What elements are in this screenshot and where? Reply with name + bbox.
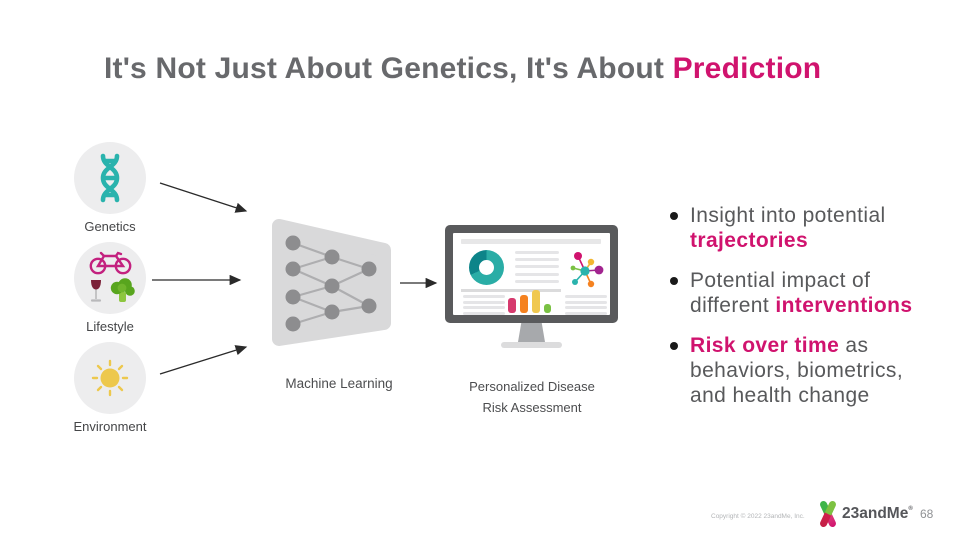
lifestyle-icon — [89, 251, 135, 302]
machine-learning-label: Machine Learning — [285, 376, 393, 391]
risk-assessment-label: Personalized Disease Risk Assessment — [469, 379, 595, 415]
screen-header-bar — [461, 239, 601, 244]
donut-chart — [469, 250, 504, 285]
bicycle-icon — [89, 251, 132, 275]
bullet-dot — [670, 342, 678, 350]
sun-icon — [91, 359, 129, 397]
screen-text-lines — [515, 251, 559, 287]
monitor-base — [501, 342, 562, 348]
lifestyle-circle — [74, 242, 146, 314]
bullet-dot — [670, 212, 678, 220]
environment-label: Environment — [73, 419, 147, 434]
copyright-text: Copyright © 2022 23andMe, Inc. — [711, 513, 805, 520]
bullet-dot — [670, 277, 678, 285]
title-prefix: It's Not Just About Genetics, It's About — [104, 52, 673, 85]
input-genetics: Genetics — [50, 142, 170, 234]
neural-network-icon — [272, 219, 391, 346]
monitor-graphic — [445, 225, 618, 323]
lifestyle-label: Lifestyle — [86, 319, 134, 334]
wine-glass-icon — [90, 280, 102, 302]
23andme-logo-icon — [820, 500, 836, 528]
trademark-symbol: ® — [908, 506, 913, 512]
genetics-label: Genetics — [84, 219, 136, 234]
page-title: It's Not Just About Genetics, It's About… — [104, 52, 821, 86]
screen-text-lines — [463, 295, 505, 315]
bullet-list: Insight into potential trajectories Pote… — [670, 203, 935, 423]
network-graph — [570, 252, 604, 288]
input-lifestyle: Lifestyle — [50, 242, 170, 334]
bullet-risk-over-time: Risk over time as behaviors, biometrics,… — [670, 333, 935, 408]
screen-text-lines — [565, 295, 607, 315]
screen-divider — [461, 289, 561, 292]
arrow-genetics-to-ml — [159, 182, 248, 213]
bullet-interventions: Potential impact of different interventi… — [670, 268, 935, 318]
input-environment: Environment — [50, 342, 170, 434]
environment-circle — [74, 342, 146, 414]
monitor-stand — [518, 323, 545, 342]
monitor-screen — [453, 233, 610, 315]
23andme-wordmark: 23andMe® — [842, 505, 913, 522]
arrow-environment-to-ml — [159, 345, 248, 375]
bullet-trajectories: Insight into potential trajectories — [670, 203, 935, 253]
genetics-circle — [74, 142, 146, 214]
title-highlight: Prediction — [672, 52, 822, 85]
bar-chart — [508, 290, 551, 313]
broccoli-icon — [110, 278, 135, 302]
dna-icon — [100, 153, 120, 203]
page-number: 68 — [920, 507, 934, 521]
